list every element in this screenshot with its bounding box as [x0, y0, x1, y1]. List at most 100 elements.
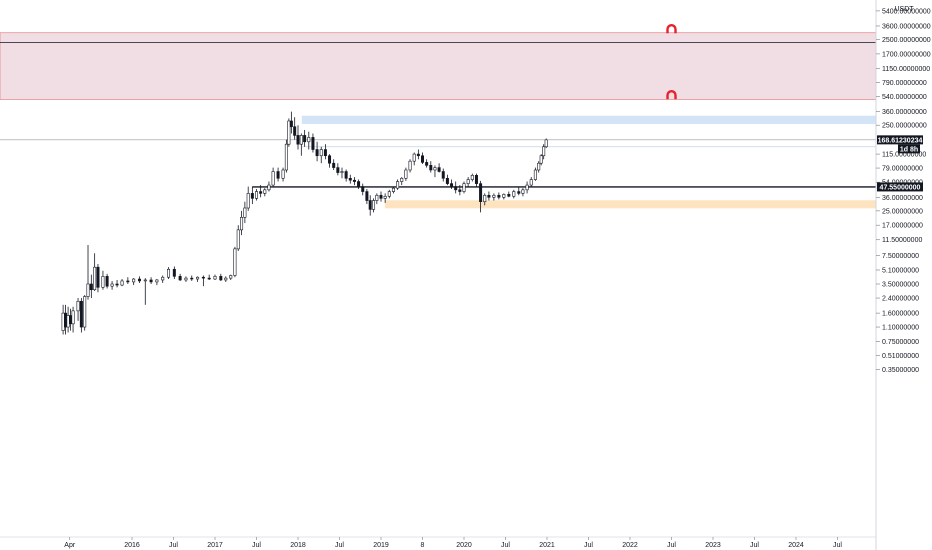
candle-body: [365, 191, 369, 201]
price-axis[interactable]: 5400.00000000 3600.00000000 2500.00000000 1…: [876, 8, 931, 374]
time-axis-label: Jul: [252, 542, 261, 549]
support-price-tag: 47.55000000: [877, 182, 923, 192]
candle-body: [383, 195, 387, 199]
candle-body: [479, 183, 483, 202]
markers-layer: [666, 24, 677, 100]
price-axis-label: 360.00000000: [882, 109, 927, 116]
candle-body: [184, 277, 188, 281]
price-axis-label: 36.00000000: [882, 195, 923, 202]
price-axis-label: 25.00000000: [882, 208, 923, 215]
time-axis-label: Jul: [750, 542, 759, 549]
candle-body: [281, 169, 285, 179]
time-axis-label: Jul: [667, 542, 676, 549]
candle-body: [115, 283, 119, 286]
price-axis-label: 250.00000000: [882, 123, 927, 130]
candle-body: [497, 194, 501, 198]
currency-label: USDT: [894, 6, 914, 13]
candle-body: [120, 280, 124, 286]
price-axis-label: 1.10000000: [882, 325, 919, 332]
candle-body: [372, 200, 376, 210]
candle-body: [458, 189, 462, 192]
candle-body: [233, 248, 237, 276]
price-axis-label: 0.51000000: [882, 353, 919, 360]
candle-body: [537, 162, 541, 171]
candle-body: [293, 126, 297, 136]
time-axis[interactable]: Apr 2016 Jul 2017 Jul 2018 Jul 2019 8 2020 Jul 2021…: [64, 537, 842, 549]
candle-body: [287, 120, 291, 145]
candle-body: [178, 276, 182, 281]
candle-body: [412, 153, 416, 162]
candle-body: [400, 177, 404, 182]
candle-body: [89, 283, 93, 291]
price-axis-label: 2.40000000: [882, 296, 919, 303]
magnet-marker-upper[interactable]: [666, 24, 677, 34]
time-axis-label: 8: [421, 542, 425, 549]
price-axis-label: 2500.00000000: [882, 37, 931, 44]
candle-body: [93, 266, 97, 291]
candle-body: [207, 277, 211, 280]
current-price-tag: 168.61230234: [877, 135, 923, 145]
candle-body: [255, 191, 259, 199]
candle-body: [66, 315, 70, 328]
support-band: [384, 200, 877, 209]
candle-body: [201, 276, 205, 279]
candle-body: [328, 155, 332, 164]
candle-body: [76, 300, 80, 312]
time-axis-label: 2016: [124, 542, 140, 549]
candle-body: [224, 277, 228, 281]
candle-body: [105, 276, 109, 287]
candle-body: [190, 277, 194, 280]
candle-body: [483, 194, 487, 202]
candle-body: [172, 268, 176, 277]
price-axis-label: 7.50000000: [882, 253, 919, 260]
candle-body: [267, 184, 271, 191]
candle-body: [445, 177, 449, 184]
candle-body: [161, 276, 165, 281]
time-axis-label: 2023: [705, 542, 721, 549]
time-axis-label: Jul: [335, 542, 344, 549]
horizontal-lines-layer: [0, 42, 876, 188]
candle-body: [276, 171, 280, 179]
candle-body: [502, 194, 506, 198]
price-axis-label: 17.00000000: [882, 223, 923, 230]
candle-body: [416, 153, 420, 157]
time-axis-label: 2020: [456, 542, 472, 549]
support-price-tag-bg: [877, 182, 923, 192]
candle-body: [167, 268, 171, 278]
candle-body: [319, 149, 323, 157]
candle-body: [240, 217, 244, 231]
candle-body: [375, 194, 379, 201]
candle-body: [332, 162, 336, 168]
candle-body: [311, 137, 315, 150]
price-axis-label: 0.35000000: [882, 367, 919, 374]
candle-body: [529, 179, 533, 186]
candle-body: [83, 296, 87, 328]
candle-body: [450, 183, 454, 187]
candle-body: [357, 181, 361, 187]
candle-body: [425, 162, 429, 166]
candle-body: [289, 120, 293, 128]
candle-body: [512, 191, 516, 197]
candle-body: [213, 276, 217, 280]
magnet-marker-lower[interactable]: [666, 90, 677, 100]
candle-body: [263, 189, 267, 194]
candle-body: [126, 280, 130, 283]
candle-body: [250, 193, 254, 199]
price-axis-label: 115.00000000: [882, 152, 926, 159]
candles-layer: [61, 111, 548, 335]
candle-body: [71, 310, 75, 325]
candle-body: [517, 191, 521, 194]
candle-body: [521, 189, 525, 194]
time-axis-label: 2019: [373, 542, 389, 549]
candle-body: [323, 149, 327, 157]
candle-body: [470, 175, 474, 180]
time-axis-label: Jul: [501, 542, 510, 549]
candle-body: [303, 135, 307, 143]
time-axis-label: 2017: [207, 542, 223, 549]
current-price-tag-bg: [877, 135, 923, 145]
price-axis-label: 3.50000000: [882, 281, 919, 288]
candle-body: [542, 146, 546, 157]
candle-body: [420, 155, 424, 163]
candle-body: [368, 200, 372, 210]
